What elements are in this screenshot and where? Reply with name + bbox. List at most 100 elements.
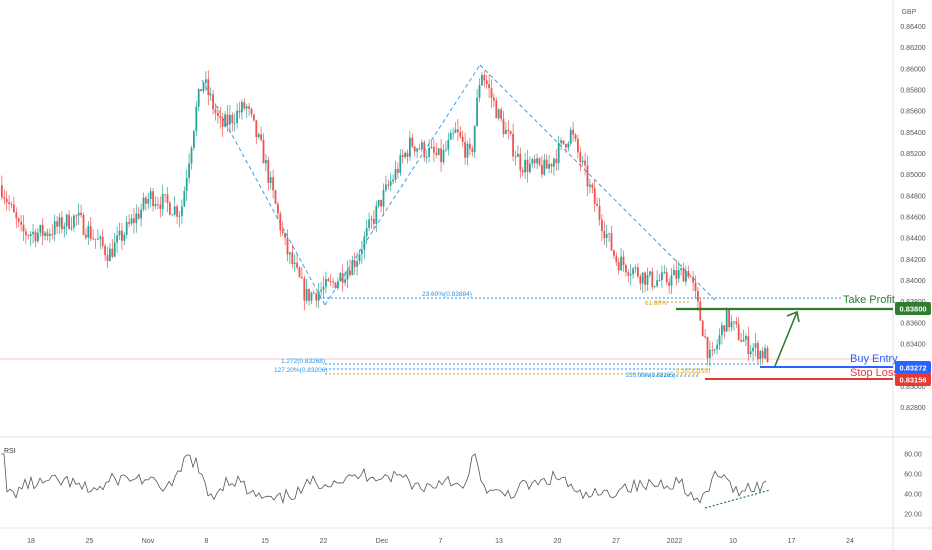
time-tick-label: 10 <box>729 538 737 545</box>
candle-body <box>589 184 591 187</box>
candle-body <box>298 267 301 277</box>
candle-body <box>493 97 495 101</box>
candle-body <box>622 256 625 265</box>
candle-body <box>349 270 351 275</box>
candle-body <box>425 157 428 158</box>
candle-body <box>109 248 111 261</box>
candle-body <box>581 160 584 162</box>
candle-body <box>461 136 464 142</box>
candle-body <box>663 272 666 273</box>
candle-body <box>514 156 517 158</box>
candle-body <box>442 149 445 163</box>
candle-body <box>32 231 34 235</box>
candle-body <box>265 160 267 164</box>
candle-body <box>524 159 526 173</box>
candle-body <box>339 273 342 282</box>
candle-body <box>490 88 493 98</box>
rsi-tick-labels: 80.00 60.00 40.00 20.00 <box>904 452 922 519</box>
candle-body <box>394 168 397 180</box>
candle-body <box>735 321 738 325</box>
candle-body <box>505 129 507 135</box>
candle-body <box>761 351 764 359</box>
candle-body <box>281 230 284 234</box>
price-tick-label: 0.85200 <box>900 151 925 158</box>
candle-body <box>327 279 330 282</box>
candle-body <box>116 235 118 243</box>
candle-body <box>519 153 522 171</box>
candle-body <box>428 147 430 158</box>
candle-body <box>718 335 721 345</box>
candle-body <box>454 129 457 133</box>
candle-body <box>133 218 135 223</box>
fib-23-6-label: 23.60%(0.83884) <box>422 291 472 298</box>
candle-body <box>313 292 315 294</box>
candle-body <box>509 131 512 134</box>
candle-body <box>457 129 459 132</box>
candle-body <box>75 215 78 217</box>
candle-body <box>135 213 138 223</box>
fib-ext-127-2-label: 127.20%(0.83206) <box>274 367 328 374</box>
candle-body <box>274 190 277 204</box>
candle-body <box>704 336 706 338</box>
candle-body <box>291 252 294 264</box>
candle-body <box>730 321 733 328</box>
price-tick-label: 0.86200 <box>900 45 925 52</box>
candle-body <box>142 197 145 210</box>
candle-body <box>440 148 442 163</box>
candle-body <box>610 233 613 251</box>
candle-body <box>284 233 286 238</box>
price-tick-label: 0.85600 <box>900 109 925 116</box>
candle-body <box>238 110 241 113</box>
candle-body <box>358 254 361 262</box>
candle-body <box>99 236 102 240</box>
rsi-tick-label: 40.00 <box>904 492 922 499</box>
time-tick-label: 17 <box>788 538 796 545</box>
candle-body <box>41 225 44 236</box>
candle-body <box>3 197 6 199</box>
candle-body <box>346 270 349 280</box>
candle-body <box>58 217 61 227</box>
candle-body <box>104 245 106 256</box>
candle-body <box>351 260 354 275</box>
candle-body <box>269 177 272 183</box>
candle-body <box>56 221 58 227</box>
candle-body <box>128 221 130 224</box>
candle-body <box>574 134 577 140</box>
buy-entry-badge <box>895 361 931 374</box>
candle-body <box>296 262 298 268</box>
time-tick-label: 13 <box>495 538 503 545</box>
candle-body <box>497 109 500 119</box>
time-tick-label: 7 <box>439 538 443 545</box>
candle-body <box>694 282 697 292</box>
candle-body <box>221 118 224 127</box>
candle-body <box>111 248 114 257</box>
fib-ext-0-2-label: 0.2(0.83193) <box>676 369 710 375</box>
candle-body <box>721 325 723 336</box>
candle-body <box>8 202 10 204</box>
candle-body <box>644 272 646 285</box>
candle-body <box>224 114 226 127</box>
candle-body <box>416 148 418 152</box>
candle-body <box>598 205 601 220</box>
price-tick-label: 0.82800 <box>900 405 925 412</box>
candle-body <box>709 349 711 359</box>
candle-body <box>747 336 750 355</box>
candle-body <box>92 238 94 240</box>
buy-entry-label: Buy Entry <box>850 353 898 365</box>
candle-body <box>149 191 152 200</box>
candle-body <box>452 132 454 134</box>
time-tick-label: 15 <box>261 538 269 545</box>
candle-body <box>632 268 634 275</box>
candle-body <box>25 231 27 236</box>
time-tick-label: 24 <box>846 538 854 545</box>
candle-body <box>430 146 433 148</box>
candle-body <box>113 242 116 257</box>
candle-body <box>591 184 594 189</box>
candle-body <box>445 149 447 151</box>
candle-body <box>740 340 742 342</box>
candle-body <box>649 271 651 275</box>
take-profit-value: 0.83800 <box>899 305 926 314</box>
candle-body <box>272 177 274 191</box>
candle-body <box>87 226 90 238</box>
